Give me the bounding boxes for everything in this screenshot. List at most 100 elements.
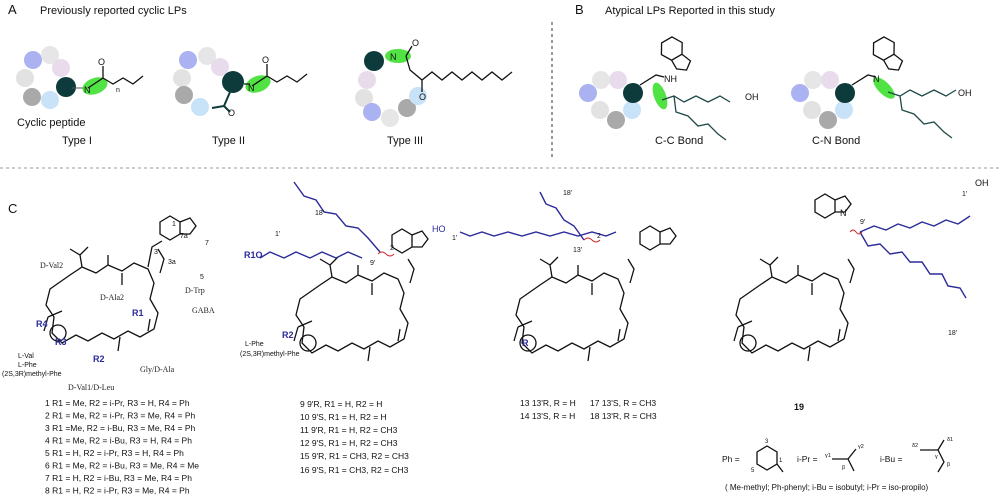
panel-b-letter: B [575, 2, 584, 17]
compound-1-8-structure: D-Val2 D-Ala2 D-Trp GABA L-Val L-Phe (2S… [2, 215, 215, 392]
panel-c-letter: C [8, 201, 17, 216]
type-iii-diagram: N O O Type III [355, 38, 513, 147]
compound-2: 2 R1 = Me, R2 = i-Pr, R3 = Me, R4 = Ph [45, 411, 196, 421]
methyl-phe-label: (2S,3R)methyl-Phe [240, 351, 300, 358]
atom-nh: NH [664, 74, 677, 84]
ipr-beta: β [842, 465, 845, 471]
pos-18: 18' [948, 330, 957, 337]
panel-b-title: Atypical LPs Reported in this study [605, 5, 775, 17]
atom-n: N [390, 52, 397, 62]
compound-9-16-structure: 18' 1' 9' 2 R1O R2 L-Phe (2S,3R)methyl-P… [240, 181, 429, 362]
trp-pos-1: 1 [172, 221, 176, 228]
residue-d-trp: D-Trp [185, 286, 205, 295]
atom-o: O [262, 55, 269, 65]
compound-18: 18 13'R, R = CH3 [590, 411, 657, 421]
ph-pos-5: 5 [751, 468, 755, 474]
atom-n: N [248, 83, 255, 93]
residue-d-ala2: D-Ala2 [100, 293, 124, 302]
r1-label: R1 [132, 308, 144, 318]
pos-1: 1' [962, 191, 967, 198]
compound-19-label: 19 [794, 402, 804, 412]
residue-d-val2: D-Val2 [40, 261, 63, 270]
phenyl-ring [756, 445, 784, 473]
panel-a-letter: A [8, 2, 17, 17]
compound-13: 13 13'R, R = H [520, 398, 576, 408]
r4-label: R4 [36, 319, 48, 329]
type-iii-label: Type III [387, 135, 423, 147]
ipr-label: i-Pr = [797, 454, 818, 464]
compound-11: 11 9'R, R1 = H, R2 = CH3 [300, 425, 398, 435]
trp-pos-7a: 7a [180, 233, 188, 240]
pos-13: 13' [573, 247, 582, 254]
cn-bond-label: C-N Bond [812, 135, 860, 147]
compound-14: 14 13'S, R = H [520, 411, 575, 421]
compound-16: 16 9'S, R1 = CH3, R2 = CH3 [300, 465, 409, 475]
cn-bond-diagram: N OH C-N Bond [791, 33, 972, 147]
atom-oh: OH [958, 88, 972, 98]
cyclic-peptide-label: Cyclic peptide [17, 117, 85, 129]
abbreviation-legend: ( Me-methyl; Ph-phenyl; i-Bu = isobutyl;… [725, 483, 929, 492]
pos-9: 9' [370, 260, 375, 267]
compound-9: 9 9'R, R1 = H, R2 = H [300, 399, 382, 409]
atom-o: O [412, 38, 419, 48]
atom-o: O [98, 57, 105, 67]
atom-n: N [84, 85, 91, 95]
pos-18: 18' [315, 210, 324, 217]
type-i-diagram: N O n Cyclic peptide Type I [16, 46, 144, 147]
pos-1: 1' [275, 231, 280, 238]
compound-13-18-structure: 18' 1' 13' 2 HO R [432, 190, 677, 362]
subscript-n: n [116, 87, 120, 94]
compound-list-1-8: 1 R1 = Me, R2 = i-Pr, R3 = H, R4 = Ph 2 … [45, 398, 199, 496]
ibu-gamma: γ [935, 454, 938, 460]
ibu-beta: β [947, 462, 950, 468]
r2-label: R2 [282, 330, 294, 340]
side-methyl-phe: (2S,3R)methyl-Phe [2, 371, 62, 378]
compound-8: 8 R1 = H, R2 = i-Pr, R3 = Me, R4 = Ph [45, 486, 190, 496]
atom-oh: OH [745, 92, 759, 102]
compound-10: 10 9'S, R1 = H, R2 = H [300, 412, 387, 422]
trp-pos-7: 7 [205, 240, 209, 247]
r2-label: R2 [93, 354, 105, 364]
compound-4: 4 R1 = Me, R2 = i-Bu, R3 = H, R4 = Ph [45, 436, 192, 446]
side-l-phe: L-Phe [18, 362, 37, 369]
l-phe-label: L-Phe [245, 341, 264, 348]
compound-15: 15 9'R, R1 = CH3, R2 = CH3 [300, 451, 409, 461]
residue-gaba: GABA [192, 306, 215, 315]
residue-gly: Gly/D-Ala [140, 365, 175, 374]
cc-bond-label: C-C Bond [655, 135, 703, 147]
ibu-label: i-Bu = [880, 454, 902, 464]
pos-2: 2 [390, 245, 394, 252]
ph-pos-3: 3 [765, 439, 769, 445]
type-ii-diagram: N O O Type II [173, 47, 308, 147]
side-l-val: L-Val [18, 353, 34, 360]
type-ii-label: Type II [212, 135, 245, 147]
ph-label: Ph = [722, 454, 740, 464]
atom-n: N [840, 208, 847, 218]
residue-d-val1: D-Val1/D-Leu [68, 383, 114, 392]
ibu-delta1: δ1 [947, 437, 953, 443]
compound-7: 7 R1 = H, R2 = i-Bu, R3 = Me, R4 = Ph [45, 473, 192, 483]
atom-oh: OH [975, 178, 989, 188]
isobutyl-structure [920, 439, 945, 473]
atom-o: O [419, 92, 426, 102]
trp-pos-5: 5 [200, 274, 204, 281]
r3-label: R3 [55, 337, 67, 347]
compound-12: 12 9'S, R1 = H, R2 = CH3 [300, 438, 398, 448]
ipr-gamma1: γ1 [825, 453, 831, 459]
pos-9: 9' [860, 219, 865, 226]
panel-a-title: Previously reported cyclic LPs [40, 5, 187, 17]
compound-list-13-18: 13 13'R, R = H 14 13'S, R = H 17 13'S, R… [520, 398, 657, 421]
pos-2: 2 [597, 233, 601, 240]
isopropyl-structure [832, 448, 857, 472]
ipr-gamma2: γ2 [858, 444, 864, 450]
pos-18: 18' [563, 190, 572, 197]
compound-5: 5 R1 = H, R2 = i-Pr, R3 = H, R4 = Ph [45, 448, 184, 458]
atom-o: O [228, 108, 235, 118]
ho-label: HO [432, 224, 446, 234]
cc-bond-diagram: NH OH C-C Bond [579, 33, 759, 147]
trp-pos-3a: 3a [168, 259, 176, 266]
compound-3: 3 R1 =Me, R2 = i-Bu, R3 = Me, R4 = Ph [45, 423, 196, 433]
compound-6: 6 R1 = Me, R2 = i-Bu, R3 = Me, R4 = Me [45, 461, 199, 471]
pos-1: 1' [452, 235, 457, 242]
